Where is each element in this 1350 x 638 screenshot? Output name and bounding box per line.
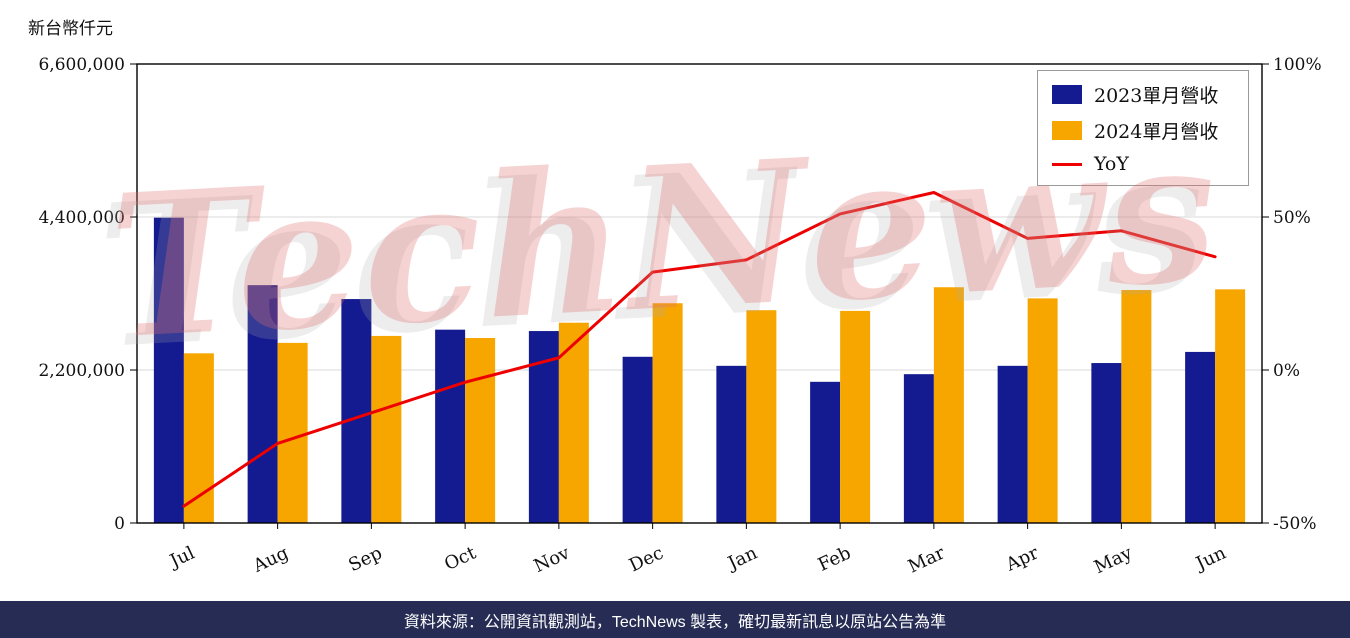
bar-2023單月營收-Apr	[997, 365, 1028, 523]
x-tick-label-May: May	[1091, 542, 1136, 578]
left-tick-label: 4,400,000	[38, 208, 125, 228]
legend-label-yoy: YoY	[1094, 153, 1129, 175]
bar-2024單月營收-Jan	[746, 310, 777, 523]
bar-2024單月營收-Jun	[1215, 289, 1246, 523]
yoy-line	[182, 191, 1217, 508]
bar-2024單月營收-Apr	[1027, 298, 1058, 523]
x-tick-label-Jul: Jul	[165, 542, 198, 572]
plot-frame	[136, 63, 1263, 524]
right-tick-label: 0%	[1273, 361, 1300, 381]
chart-legend: 2023單月營收 2024單月營收 YoY	[1037, 70, 1249, 186]
bar-2024單月營收-Mar	[933, 287, 964, 523]
legend-label-2023: 2023單月營收	[1094, 85, 1219, 107]
bar-2024單月營收-Feb	[840, 310, 871, 523]
bar-2024單月營收-May	[1121, 290, 1152, 523]
left-axis-title: 新台幣仟元	[28, 19, 113, 38]
bar-2024單月營收-Dec	[652, 303, 683, 523]
x-tick-label-Dec: Dec	[626, 542, 667, 576]
bar-2023單月營收-Jun	[1185, 351, 1216, 523]
x-tick-label-Jun: Jun	[1191, 542, 1230, 575]
legend-swatch-2024	[1052, 121, 1082, 140]
legend-item-2024: 2024單月營收	[1052, 117, 1234, 144]
left-tick-label: 0	[114, 514, 125, 534]
footer-source-text: 資料來源：公開資訊觀測站，TechNews 製表，確切最新訊息以原站公告為準	[403, 613, 947, 631]
x-tick-label-Aug: Aug	[249, 542, 292, 577]
right-tick-label: 50%	[1273, 208, 1311, 228]
bar-2023單月營收-May	[1091, 363, 1122, 523]
legend-item-yoy: YoY	[1052, 153, 1234, 175]
bar-2024單月營收-Sep	[371, 335, 402, 523]
x-tick-label-Sep: Sep	[345, 542, 385, 576]
bar-2023單月營收-Dec	[622, 356, 653, 523]
x-tick-label-Apr: Apr	[1002, 542, 1042, 576]
x-tick-label-Feb: Feb	[815, 542, 854, 575]
x-tick-label-Jan: Jan	[723, 542, 761, 575]
bar-2024單月營收-Nov	[558, 322, 589, 523]
left-tick-label: 2,200,000	[38, 361, 125, 381]
bar-2023單月營收-Sep	[341, 299, 372, 523]
bar-2023單月營收-Mar	[903, 374, 934, 523]
left-tick-label: 6,600,000	[38, 55, 125, 75]
right-tick-label: 100%	[1273, 55, 1322, 75]
bar-2023單月營收-Oct	[435, 329, 466, 523]
legend-swatch-2023	[1052, 85, 1082, 104]
legend-label-2024: 2024單月營收	[1094, 121, 1219, 143]
bar-2024單月營收-Aug	[277, 342, 308, 523]
legend-line-sample-yoy	[1052, 162, 1082, 166]
bar-2023單月營收-Feb	[810, 381, 841, 523]
x-tick-label-Mar: Mar	[905, 542, 948, 577]
x-tick-label-Oct: Oct	[441, 542, 480, 575]
bar-2023單月營收-Jul	[153, 217, 184, 524]
footer-source-bar: 資料來源：公開資訊觀測站，TechNews 製表，確切最新訊息以原站公告為準	[0, 601, 1350, 638]
right-tick-label: -50%	[1273, 514, 1317, 534]
bar-2024單月營收-Oct	[465, 338, 496, 523]
legend-item-2023: 2023單月營收	[1052, 81, 1234, 108]
bar-2023單月營收-Aug	[247, 285, 278, 523]
bar-2023單月營收-Jan	[716, 365, 747, 523]
x-tick-label-Nov: Nov	[531, 542, 574, 577]
